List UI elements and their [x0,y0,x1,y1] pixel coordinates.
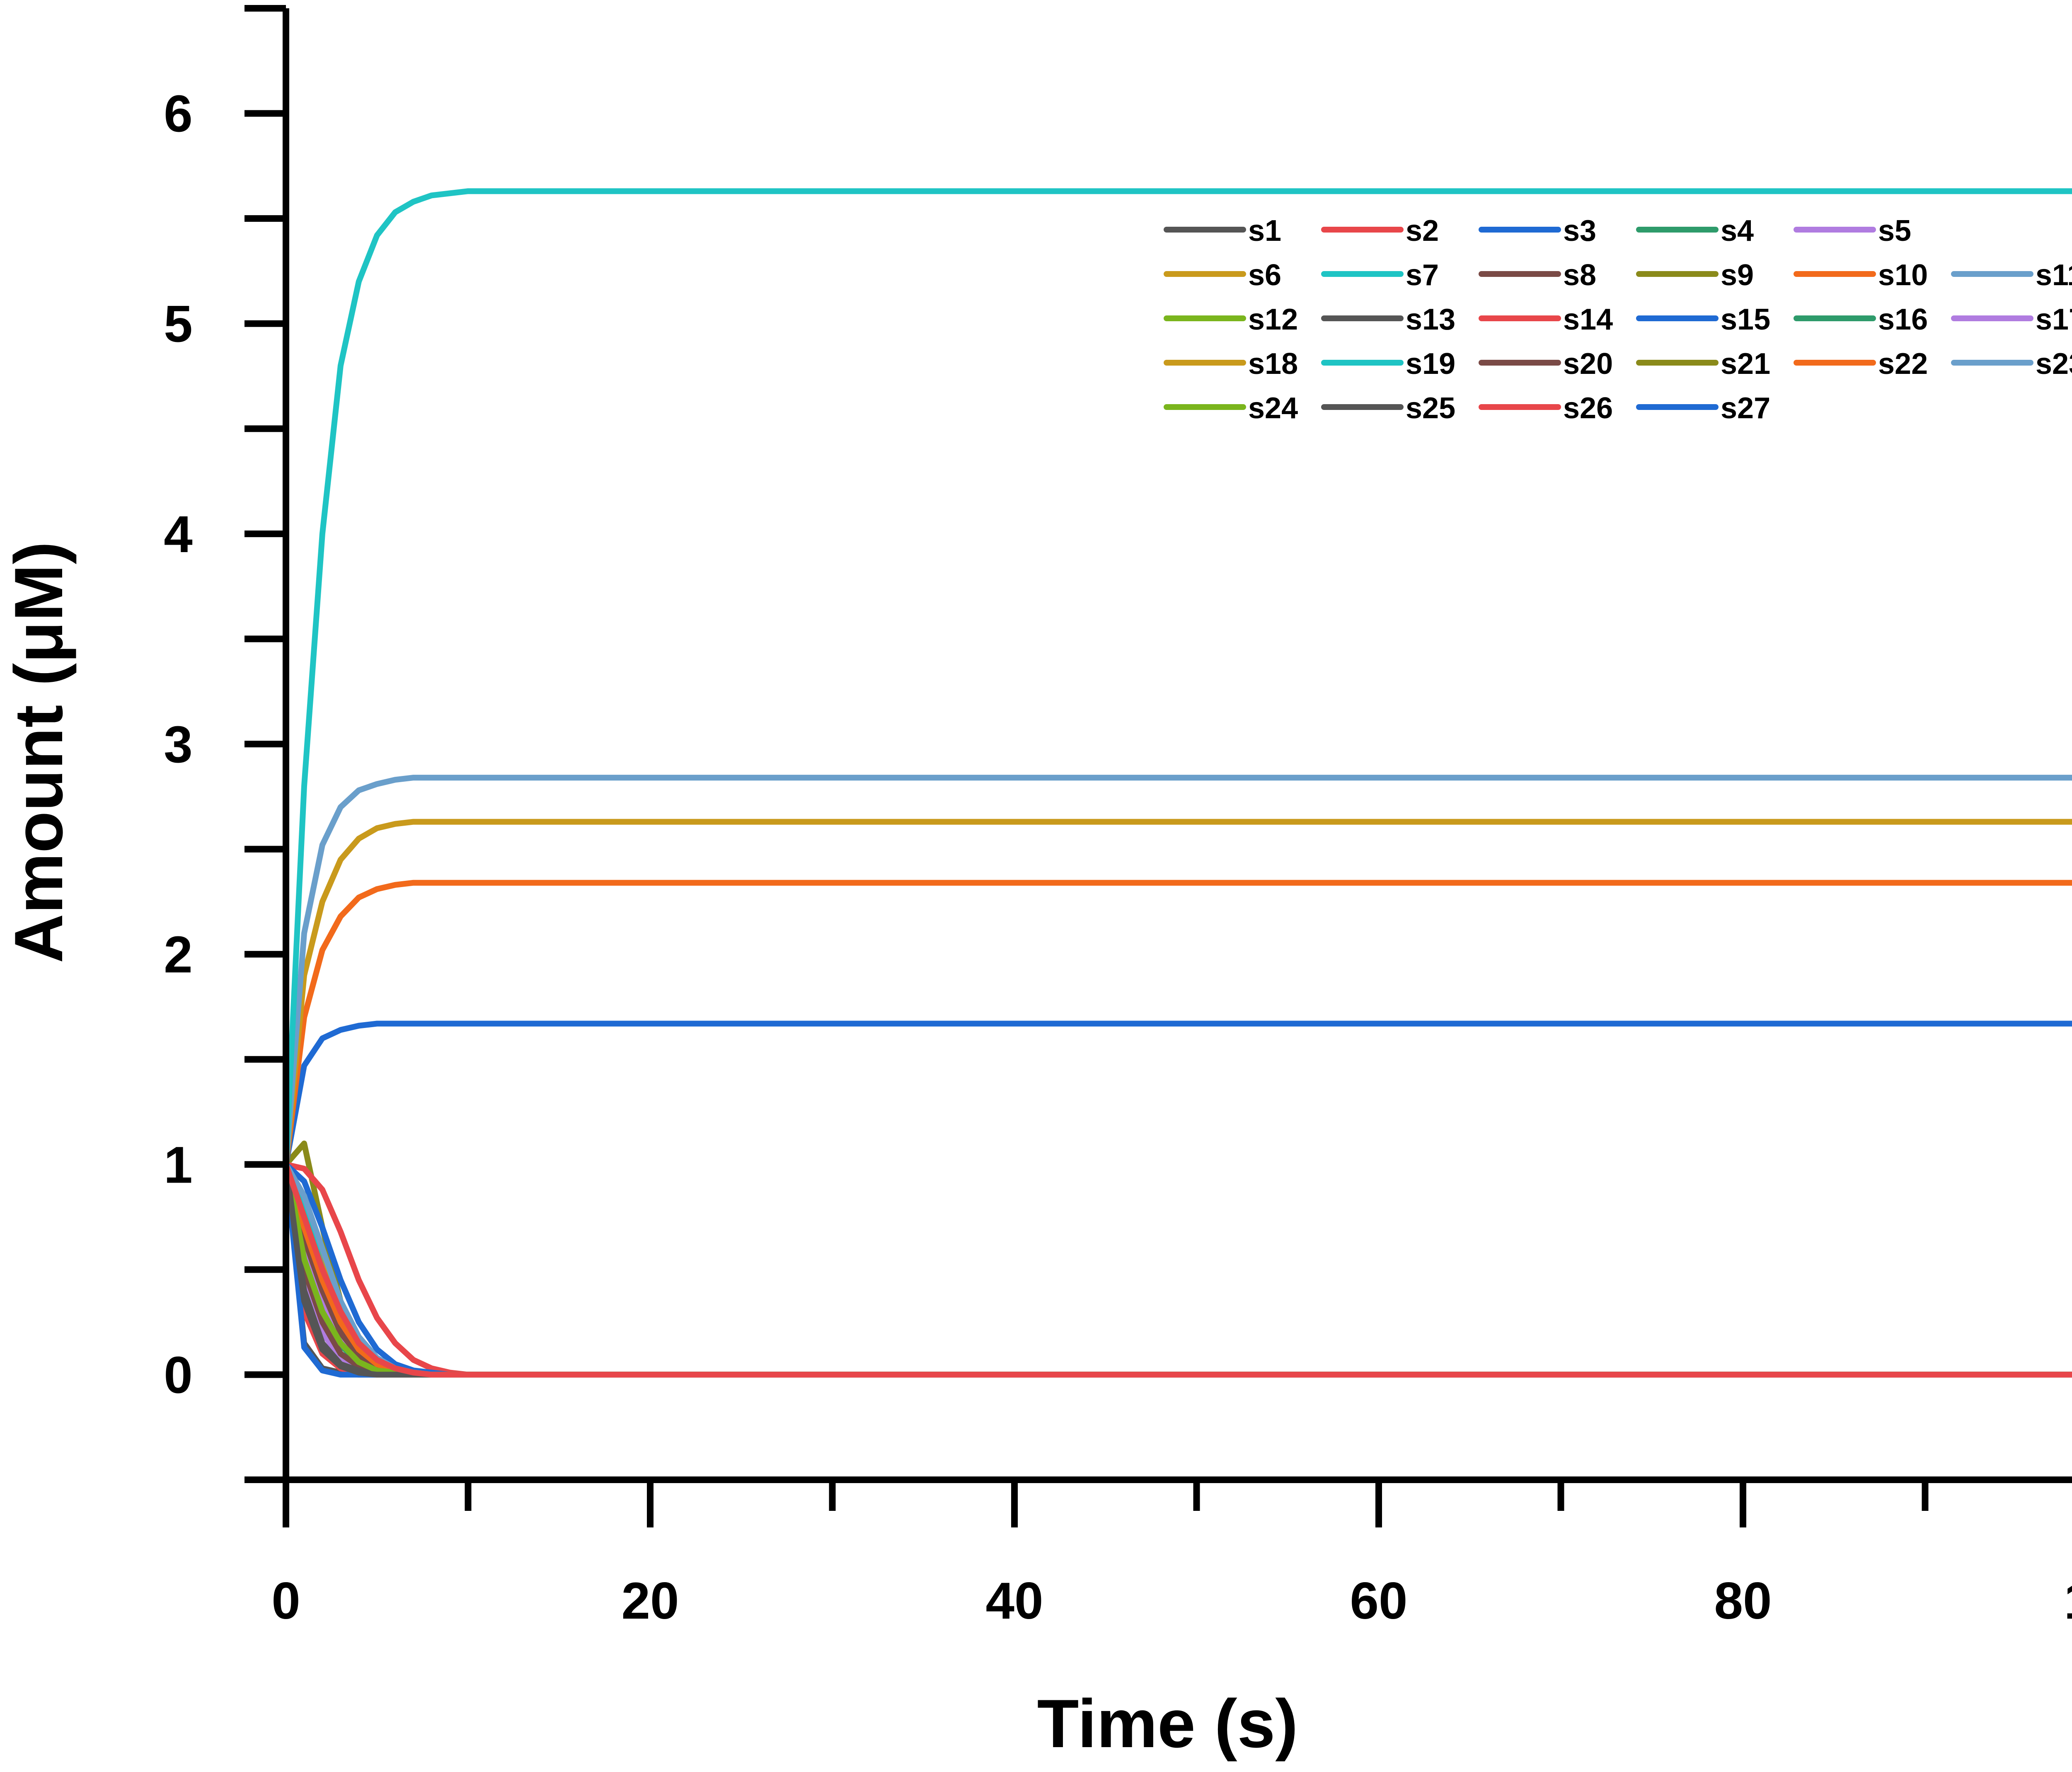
legend: s1 s2 s3 s4 s5 s6 s7 s8 s9 s10 s11 s12 s13 s14 s15 s16 s… [1164,214,2072,425]
legend-label-s22: s22 [1878,347,1928,381]
x-tick-label: 0 [271,1572,300,1630]
legend-label-s20: s20 [1563,347,1613,381]
series-line-s17 [283,1161,2072,1378]
legend-label-s8: s8 [1563,259,1596,292]
legend-label-s2: s2 [1406,214,1439,247]
series-line-s8 [283,1161,2072,1378]
series-line-s2 [283,1161,2072,1378]
legend-label-s27: s27 [1721,392,1770,425]
series-layer [283,188,2072,1378]
y-tick-label: 0 [164,1346,193,1404]
legend-label-s23: s23 [2036,347,2072,381]
series-line-s9 [283,1140,2072,1378]
legend-label-s25: s25 [1406,392,1455,425]
series-line-s7 [283,188,2072,1168]
series-line-s13 [283,1161,2072,1378]
series-line-s21 [283,1161,2072,1378]
y-tick-label: 3 [164,716,193,773]
series-line-s20 [283,1161,2072,1378]
legend-label-s1: s1 [1248,214,1281,247]
legend-label-s21: s21 [1721,347,1770,381]
series-line-s23 [283,1161,2072,1378]
y-tick-label: 5 [164,296,193,353]
x-tick-label: 100 [2064,1572,2072,1630]
x-tick-label: 40 [985,1572,1043,1630]
x-tick-label: 60 [1350,1572,1407,1630]
legend-label-s6: s6 [1248,259,1281,292]
series-line-s18 [283,1161,2072,1378]
legend-label-s3: s3 [1563,214,1596,247]
legend-label-s4: s4 [1721,214,1754,247]
series-line-s6 [283,819,2072,1168]
series-line-s15 [283,1161,2072,1378]
legend-label-s5: s5 [1878,214,1911,247]
series-line-s22 [283,1161,2072,1378]
series-line-s3 [283,1161,2072,1378]
legend-label-s14: s14 [1563,303,1613,336]
series-line-s11 [283,775,2072,1168]
series-line-s5 [283,1161,2072,1378]
series-line-s1 [283,1161,2072,1378]
legend-label-s15: s15 [1721,303,1770,336]
series-line-s4 [283,1161,2072,1378]
x-axis-title: Time (s) [1037,1685,1298,1762]
series-line-s16 [283,1161,2072,1378]
y-tick-label: 2 [164,926,193,984]
y-tick-label: 6 [164,85,193,143]
x-tick-label: 80 [1714,1572,1772,1630]
series-line-s25 [283,1161,2072,1378]
legend-label-s7: s7 [1406,259,1439,292]
series-line-s12 [283,1161,2072,1378]
legend-label-s24: s24 [1248,392,1298,425]
series-line-s19 [283,1161,2072,1378]
legend-label-s13: s13 [1406,303,1455,336]
legend-label-s9: s9 [1721,259,1754,292]
legend-label-s10: s10 [1878,259,1928,292]
series-line-s26 [283,1161,2072,1378]
legend-label-s26: s26 [1563,392,1613,425]
legend-label-s18: s18 [1248,347,1298,381]
x-tick-label: 20 [621,1572,679,1630]
series-line-s10 [283,880,2072,1168]
legend-label-s12: s12 [1248,303,1298,336]
legend-label-s17: s17 [2036,303,2072,336]
series-line-s24 [283,1161,2072,1378]
series-line-s14 [283,1161,2072,1378]
legend-label-s16: s16 [1878,303,1928,336]
legend-label-s11: s11 [2036,259,2072,292]
y-tick-label: 1 [164,1136,193,1194]
legend-label-s19: s19 [1406,347,1455,381]
ticks: 0123456020406080100 [164,5,2072,1630]
y-axis-title: Amount (μM) [0,541,77,963]
y-tick-label: 4 [164,506,193,563]
series-line-s27 [283,1021,2072,1168]
